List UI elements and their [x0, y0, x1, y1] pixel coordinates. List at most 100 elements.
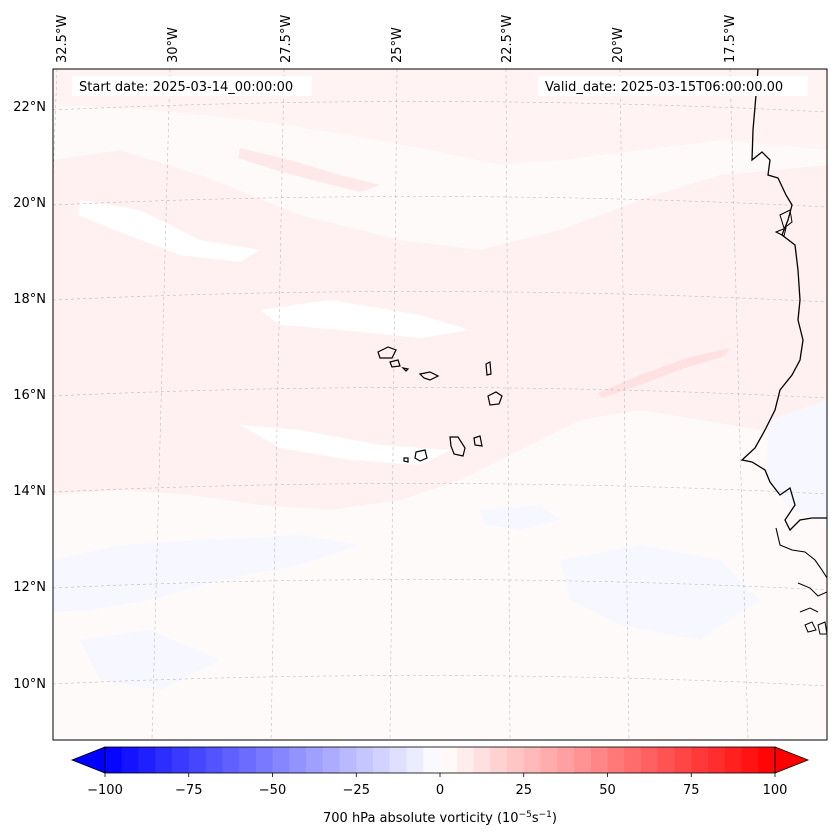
lon-label: 22.5°W	[500, 15, 515, 63]
map-panel: Start date: 2025-03-14_00:00:00 Valid_da…	[53, 69, 827, 740]
vorticity-field-negative-patch-4	[765, 400, 827, 520]
colorbar-cell	[574, 747, 592, 773]
latitude-labels: 22°N 20°N 18°N 16°N 14°N 12°N 10°N	[13, 100, 46, 692]
colorbar-cell	[155, 747, 173, 773]
vorticity-field-neutral-lane	[78, 200, 260, 262]
colorbar-cell	[607, 747, 625, 773]
colorbar-cell	[590, 747, 608, 773]
colorbar-cell	[322, 747, 340, 773]
lon-label: 30°W	[166, 27, 181, 63]
lat-label: 10°N	[13, 677, 46, 692]
cape-verde-islands	[377, 346, 503, 463]
colorbar-cell	[306, 747, 324, 773]
africa-coastline	[740, 69, 827, 532]
colorbar-cells	[105, 747, 776, 773]
lat-label: 14°N	[13, 484, 46, 499]
start-date-label: Start date: 2025-03-14_00:00:00	[79, 80, 293, 95]
colorbar-cell	[289, 747, 307, 773]
colorbar-cell	[121, 747, 139, 773]
lat-label: 18°N	[13, 292, 46, 307]
longitude-labels: 32.5°W 30°W 27.5°W 25°W 22.5°W 20°W 17.5…	[55, 15, 738, 63]
colorbar-cell	[188, 747, 206, 773]
gambia-coastline	[775, 527, 827, 579]
colorbar-cell	[389, 747, 407, 773]
island-santo-antao	[377, 346, 397, 359]
colorbar-tick-label: 50	[599, 783, 616, 798]
lon-label: 17.5°W	[723, 15, 738, 63]
colorbar-tick-label: −75	[175, 783, 202, 798]
colorbar-tick-label: 0	[436, 783, 444, 798]
island-sal	[485, 361, 492, 376]
colorbar-tick-label: 25	[515, 783, 532, 798]
island-sao-nicolau	[418, 371, 440, 381]
colorbar-cell	[523, 747, 541, 773]
western-sahara-inlet	[774, 209, 793, 237]
island-brava	[403, 457, 409, 463]
start-date-box	[72, 76, 312, 96]
vorticity-field-neutral-lane-2	[260, 300, 470, 338]
colorbar-cell	[691, 747, 709, 773]
colorbar-cell	[624, 747, 642, 773]
colorbar-label: 700 hPa absolute vorticity (10−5s−1)	[323, 810, 557, 826]
vorticity-field-negative-patch-3	[560, 545, 760, 640]
island-sao-vicente	[389, 359, 401, 368]
colorbar-tick-label: −25	[343, 783, 370, 798]
colorbar-cell	[255, 747, 273, 773]
colorbar-cell	[105, 747, 123, 773]
colorbar-cell	[423, 747, 441, 773]
colorbar-tick-label: −100	[87, 783, 123, 798]
lat-label: 22°N	[13, 100, 46, 115]
colorbar-cell	[708, 747, 726, 773]
colorbar-cell	[205, 747, 223, 773]
colorbar-ticks: −100 −75 −50 −25 0 25 50 75 100	[87, 773, 787, 798]
parallel-gridlines	[53, 101, 827, 687]
island-maio	[473, 435, 483, 447]
colorbar-cell	[507, 747, 525, 773]
vorticity-field-streak	[598, 348, 730, 398]
colorbar-tick-label: 100	[763, 783, 788, 798]
colorbar-cell	[440, 747, 458, 773]
meridian-gridlines	[53, 69, 749, 740]
colorbar-max-extension	[774, 746, 810, 774]
colorbar-cell	[406, 747, 424, 773]
colorbar: −100 −75 −50 −25 0 25 50 75 100 700 hPa absolute…	[70, 746, 810, 826]
island-santiago	[449, 436, 466, 457]
colorbar-cell	[272, 747, 290, 773]
colorbar-cell	[557, 747, 575, 773]
island-fogo	[414, 449, 428, 462]
lon-label: 27.5°W	[279, 15, 294, 63]
colorbar-cell	[456, 747, 474, 773]
colorbar-cell	[138, 747, 156, 773]
colorbar-cell	[674, 747, 692, 773]
map-frame	[52, 68, 828, 741]
vorticity-field-patch	[238, 148, 380, 192]
colorbar-cell	[490, 747, 508, 773]
colorbar-cell	[473, 747, 491, 773]
lat-label: 16°N	[13, 388, 46, 403]
lon-label: 32.5°W	[55, 15, 70, 63]
vorticity-field-negative-patch-2	[80, 630, 220, 690]
colorbar-cell	[222, 747, 240, 773]
colorbar-min-extension	[70, 746, 106, 774]
vorticity-field-negative-patch-5	[480, 505, 560, 530]
vorticity-field-negative-patch	[53, 535, 360, 612]
valid-date-label: Valid_date: 2025-03-15T06:00:00.00	[545, 80, 783, 95]
lat-label: 12°N	[13, 580, 46, 595]
colorbar-cell	[641, 747, 659, 773]
guinea-bissau-islands	[797, 582, 827, 635]
colorbar-cell	[172, 747, 190, 773]
island-santa-luzia	[401, 367, 410, 372]
colorbar-cell	[724, 747, 742, 773]
colorbar-cell	[741, 747, 759, 773]
colorbar-cell	[758, 747, 776, 773]
valid-date-box	[538, 76, 808, 96]
island-boa-vista	[487, 391, 503, 406]
colorbar-cell	[540, 747, 558, 773]
lon-label: 25°W	[390, 27, 405, 63]
lat-label: 20°N	[13, 196, 46, 211]
colorbar-cell	[239, 747, 257, 773]
lon-label: 20°W	[611, 27, 626, 63]
colorbar-cell	[373, 747, 391, 773]
colorbar-cell	[657, 747, 675, 773]
